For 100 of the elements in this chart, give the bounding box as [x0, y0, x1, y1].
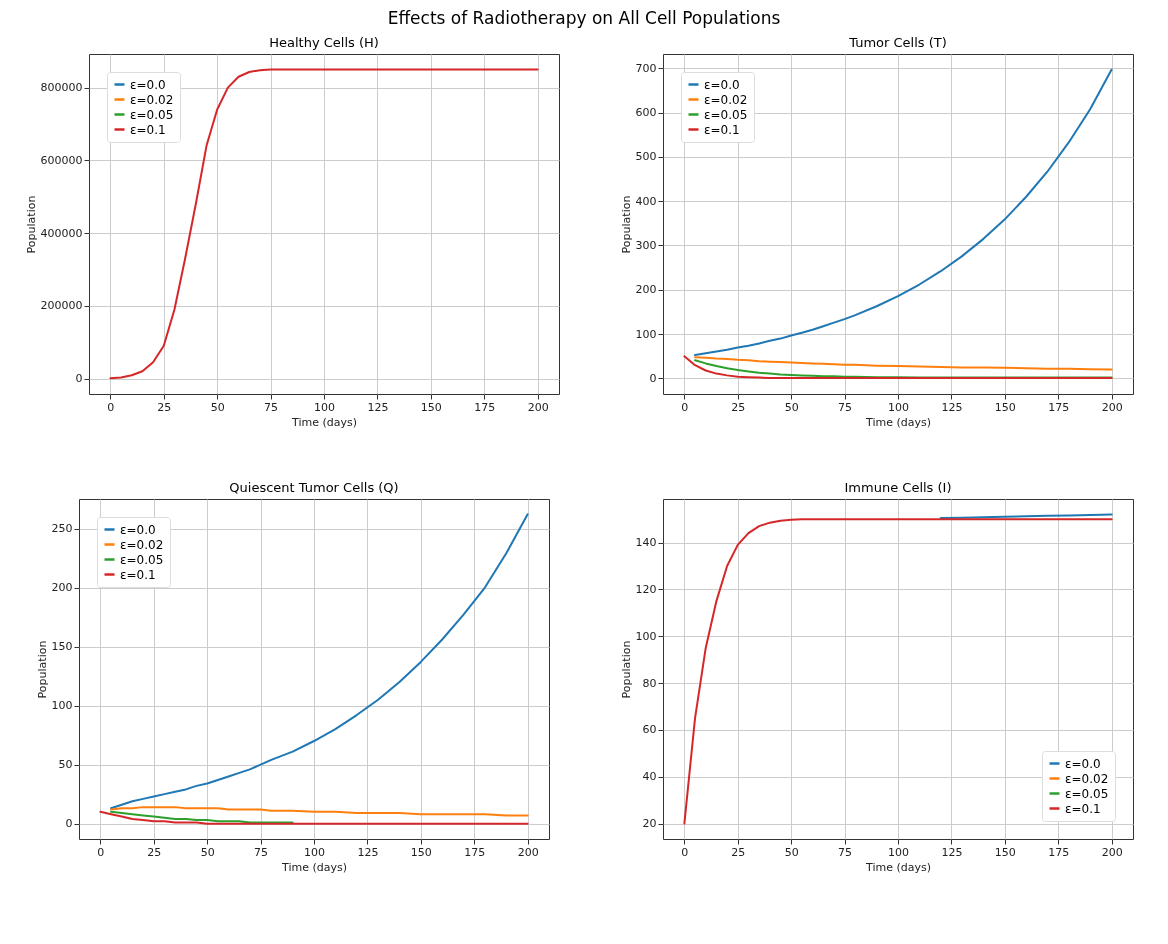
y-tick-label: 600000: [40, 153, 83, 167]
y-tick-label: 800000: [40, 81, 83, 95]
y-tick-label: 200000: [40, 299, 83, 313]
x-tick-label: 25: [146, 845, 161, 859]
x-tick-label: 100: [887, 845, 909, 859]
y-tick-label: 250: [51, 522, 72, 536]
x-tick-label: 175: [474, 400, 496, 414]
y-axis-title: Population: [619, 640, 632, 699]
x-tick-label: 75: [837, 400, 852, 414]
x-axis-title: Time (days): [864, 415, 931, 429]
x-tick-label: 150: [420, 400, 442, 414]
y-tick-label: 0: [75, 372, 83, 386]
x-tick-label: 175: [463, 845, 485, 859]
y-axis-title: Population: [35, 640, 48, 699]
y-axis-title: Population: [24, 195, 38, 254]
x-tick-label: 100: [314, 400, 335, 414]
y-tick-label: 120: [635, 582, 656, 596]
line-series: [109, 810, 294, 824]
x-tick-label: 50: [784, 845, 799, 859]
legend-label: ε=0.02: [130, 92, 174, 107]
x-tick-label: 125: [356, 845, 378, 859]
x-tick-label: 0: [680, 845, 688, 859]
x-axis-title: Time (days): [864, 860, 931, 874]
legend-label: ε=0.1: [1064, 801, 1101, 816]
line-series: [109, 68, 539, 380]
text: Effects of Radiotherapy on All Cell Populations: [386, 7, 782, 30]
x-tick-label: 200: [517, 845, 539, 859]
y-tick-label: 20: [642, 817, 656, 831]
x-tick-label: 0: [107, 400, 115, 414]
x-tick-label: 200: [1101, 400, 1123, 414]
legend-label: ε=0.02: [119, 537, 163, 552]
line-series: [693, 356, 1113, 371]
y-tick-label: 300: [635, 239, 656, 252]
x-tick-label: 50: [784, 400, 799, 414]
x-tick-label: 150: [410, 845, 432, 859]
legend-label: ε=0.0: [703, 77, 740, 92]
x-tick-label: 125: [940, 845, 962, 859]
legend-label: ε=0.05: [703, 107, 747, 122]
x-tick-label: 50: [200, 845, 215, 859]
y-tick-label: 80: [642, 676, 656, 690]
legend-label: ε=0.1: [130, 122, 166, 137]
x-tick-label: 125: [940, 400, 962, 414]
legend-label: ε=0.05: [119, 552, 163, 567]
y-tick-label: 400: [635, 194, 656, 208]
x-tick-label: 100: [887, 400, 909, 414]
x-tick-label: 200: [1101, 845, 1123, 859]
x-tick-label: 75: [264, 400, 279, 414]
legend-label: ε=0.02: [1064, 771, 1108, 786]
x-tick-label: 75: [253, 845, 268, 859]
y-tick-label: 40: [642, 770, 656, 784]
x-tick-label: 175: [1047, 845, 1069, 859]
x-tick-label: 25: [730, 400, 745, 414]
x-tick-label: 150: [994, 845, 1016, 859]
x-tick-label: 0: [96, 845, 104, 859]
x-tick-label: 100: [303, 845, 325, 859]
x-tick-label: 200: [527, 400, 549, 414]
chart-title: Tumor Cells (T): [847, 35, 947, 50]
y-tick-label: 600: [635, 106, 656, 120]
y-axis-title: Population: [619, 195, 632, 254]
line-series: [693, 68, 1113, 356]
y-tick-label: 700: [635, 61, 656, 75]
line-series: [109, 806, 529, 817]
chart-title: Immune Cells (I): [844, 480, 951, 495]
y-tick-label: 50: [58, 758, 72, 772]
line-series: [682, 355, 1113, 380]
y-tick-label: 400000: [40, 226, 83, 240]
line-series: [109, 513, 529, 810]
y-tick-label: 150: [51, 640, 72, 654]
x-axis-title: Time (days): [291, 415, 357, 429]
y-tick-label: 100: [51, 699, 72, 713]
legend-label: ε=0.1: [119, 567, 156, 582]
chart-title: Healthy Cells (H): [269, 35, 379, 50]
legend-label: ε=0.05: [130, 107, 174, 122]
x-tick-label: 25: [157, 400, 172, 414]
y-tick-label: 100: [635, 327, 656, 341]
x-tick-label: 0: [680, 400, 688, 414]
x-axis-title: Time (days): [280, 860, 347, 874]
x-tick-label: 150: [994, 400, 1016, 414]
y-tick-label: 100: [635, 629, 656, 643]
y-tick-label: 200: [635, 283, 656, 297]
x-tick-label: 50: [210, 400, 225, 414]
chart-title: Quiescent Tumor Cells (Q): [228, 480, 399, 495]
legend-label: ε=0.05: [1064, 786, 1108, 801]
legend-label: ε=0.1: [703, 122, 740, 137]
y-tick-label: 140: [635, 536, 656, 550]
line-series: [682, 518, 1113, 825]
legend-label: ε=0.0: [1064, 756, 1101, 771]
y-tick-label: 200: [51, 581, 72, 595]
line-series: [98, 810, 529, 825]
legend-label: ε=0.02: [703, 92, 747, 107]
x-tick-label: 175: [1047, 400, 1069, 414]
y-tick-label: 0: [65, 817, 72, 831]
x-tick-label: 75: [837, 845, 852, 859]
y-tick-label: 60: [642, 723, 656, 737]
legend-label: ε=0.0: [130, 77, 166, 92]
y-tick-label: 500: [635, 150, 656, 164]
x-tick-label: 125: [367, 400, 389, 414]
y-tick-label: 0: [649, 371, 656, 385]
x-tick-label: 25: [730, 845, 745, 859]
legend-label: ε=0.0: [119, 522, 156, 537]
